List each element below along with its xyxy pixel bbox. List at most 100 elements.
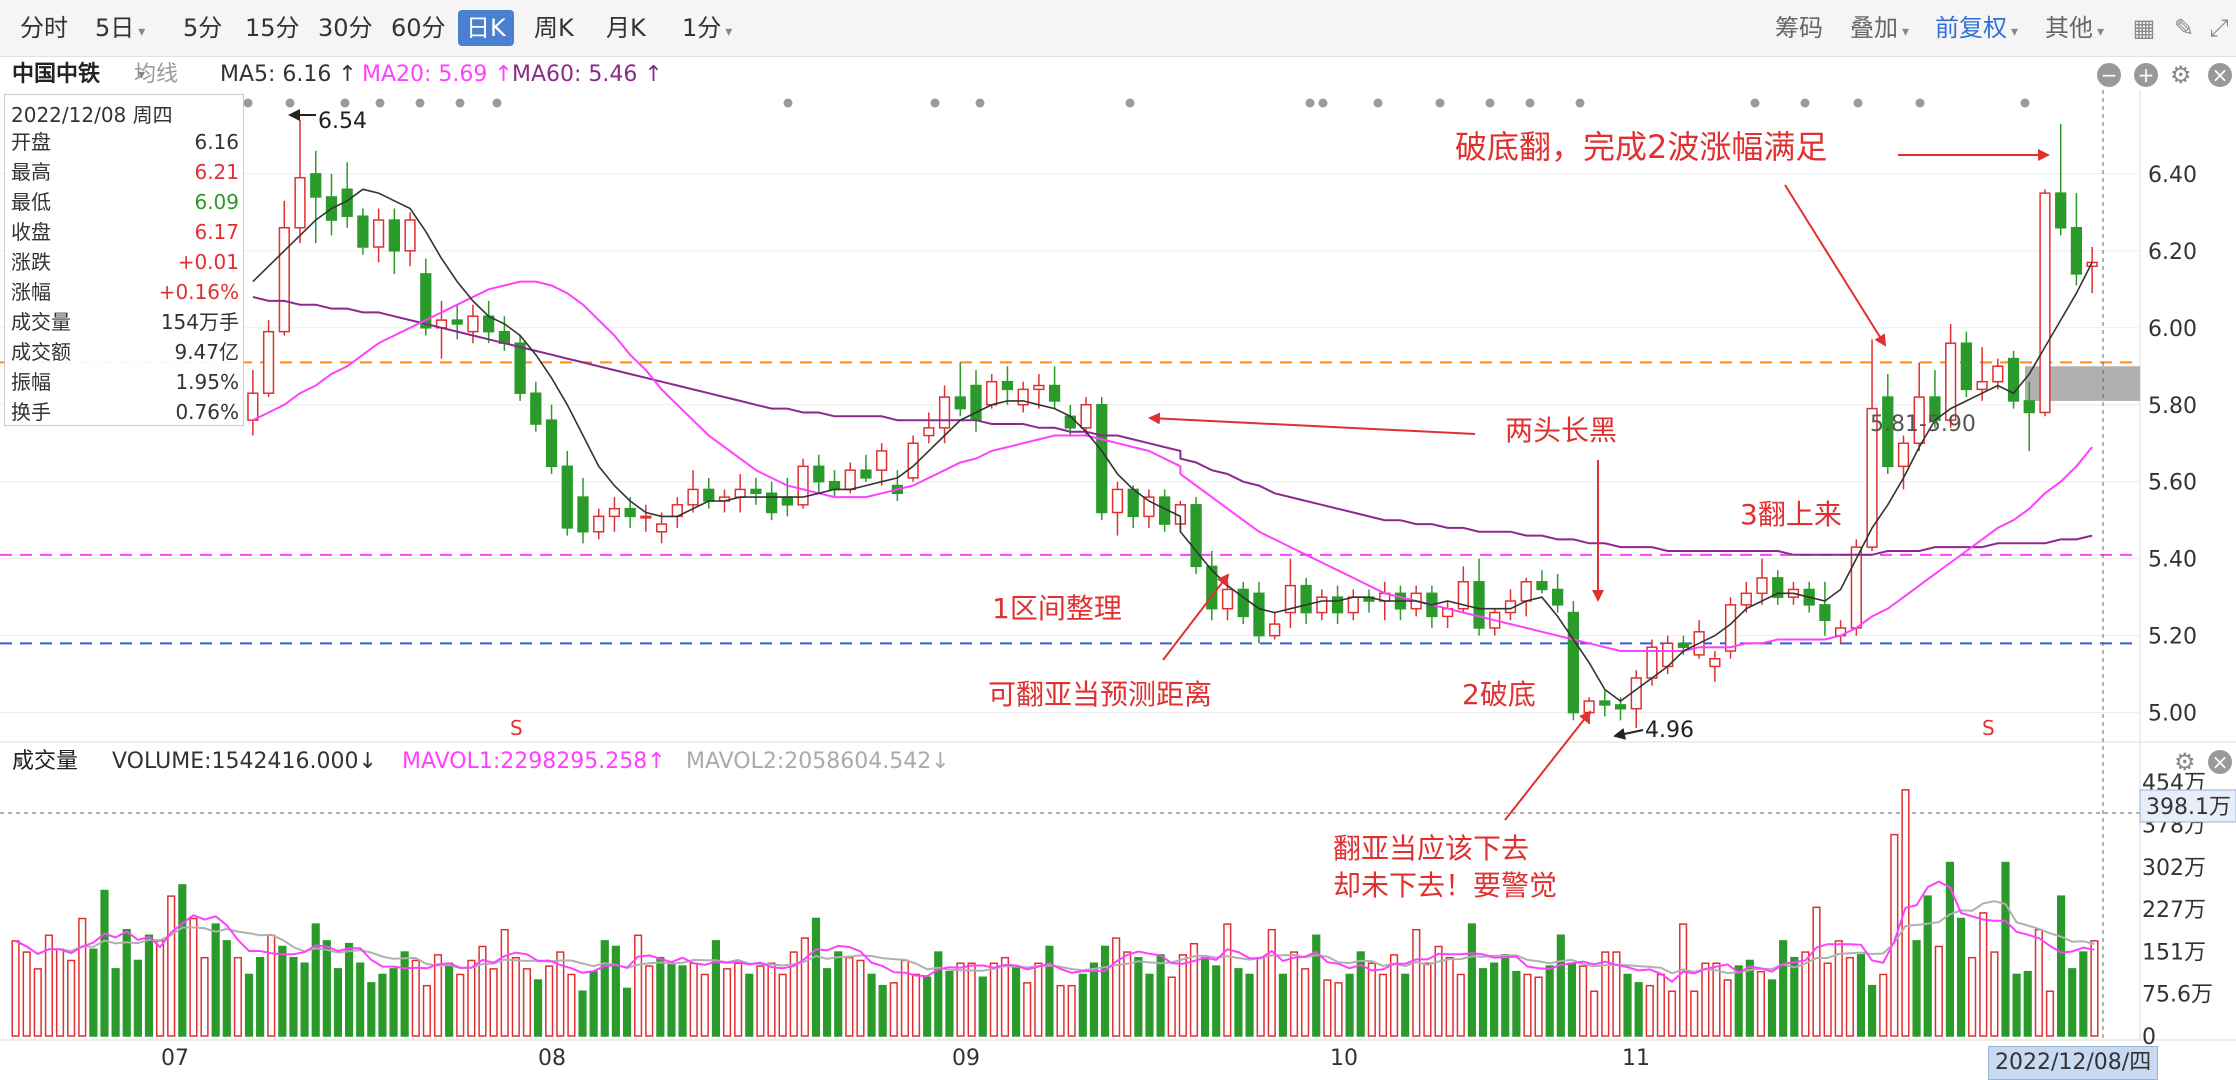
tab-week-k[interactable]: 周K [534, 14, 574, 42]
adjust-label: 前复权 [1935, 14, 2007, 42]
sell-signal-s: S [1982, 716, 1995, 740]
candle-body [1724, 604, 1737, 652]
candle-body [530, 392, 542, 425]
volume-bar [22, 951, 31, 1037]
volume-bar [1367, 962, 1376, 1037]
reference-lines [0, 90, 2140, 1040]
tab-1min[interactable]: 1分 ▾ [682, 10, 732, 46]
volume-readout: VOLUME:1542416.000↓ [112, 749, 377, 774]
event-dot [1318, 98, 1328, 108]
volume-bar [1056, 984, 1065, 1037]
volume-bar [333, 968, 343, 1037]
tab-15min[interactable]: 15分 [245, 14, 300, 42]
tab-30min[interactable]: 30分 [318, 14, 373, 42]
event-dot [455, 98, 465, 108]
volume-bar [1145, 973, 1154, 1037]
volume-bar [900, 959, 910, 1037]
volume-bar [11, 940, 20, 1037]
volume-bar [133, 959, 142, 1037]
tab-5day[interactable]: 5日 ▾ [95, 10, 145, 46]
volume-bar [1945, 861, 1955, 1037]
event-dot [375, 98, 385, 108]
volume-bar [1812, 906, 1821, 1037]
adjust-dropdown[interactable]: 前复权 ▾ [1935, 10, 2018, 46]
volume-bar [1234, 968, 1243, 1037]
event-dot [1373, 98, 1383, 108]
tab-fenshi[interactable]: 分时 [20, 14, 68, 42]
candle-body [1269, 623, 1281, 637]
event-dot [1435, 98, 1445, 108]
candle-body [1520, 581, 1532, 602]
info-key: 成交量 [11, 310, 71, 334]
tab-60min[interactable]: 60分 [391, 14, 446, 42]
candle-body [1410, 592, 1422, 610]
volume-bar [1256, 956, 1265, 1037]
volume-bar [778, 973, 787, 1037]
volume-bar [1467, 923, 1476, 1037]
volume-bar [500, 928, 509, 1037]
gear-icon[interactable]: ⚙ [2174, 748, 2196, 776]
tab-day-k[interactable]: 日K [458, 10, 514, 46]
volume-bar [1667, 990, 1677, 1037]
candle-body [954, 396, 966, 410]
volume-bar [1690, 990, 1699, 1037]
y-tick-label: 5.40 [2148, 548, 2197, 573]
pen-icon[interactable]: ✎ [2173, 14, 2195, 42]
volume-bar [967, 962, 976, 1037]
caret-down-icon: ▾ [16, 754, 24, 770]
volume-bar [634, 934, 643, 1037]
volume-bar [1534, 976, 1543, 1037]
volume-bar [856, 959, 865, 1037]
candle-body [561, 465, 573, 529]
mavol1-line [15, 880, 2095, 983]
plus-icon[interactable]: + [2134, 63, 2158, 87]
candle-body [1614, 704, 1627, 710]
candle-body [1693, 631, 1705, 656]
arrow-to-black-candle [1148, 412, 1476, 435]
volume-bar [122, 928, 131, 1037]
candle-body [876, 450, 888, 471]
candle-body [1992, 365, 2004, 383]
volume-bar [2068, 968, 2077, 1037]
volume-bar [656, 956, 665, 1037]
volume-bar [400, 951, 409, 1037]
volume-bar [1123, 951, 1132, 1037]
volume-bar [256, 956, 265, 1037]
volume-bar [567, 973, 576, 1037]
info-row: 涨幅 +0.16% [11, 277, 239, 307]
minus-icon[interactable]: − [2097, 63, 2121, 87]
volume-bar [578, 990, 587, 1037]
cursor-date-label: 2022/12/08/四 [1988, 1046, 2159, 1080]
grid-icon[interactable]: ▦ [2132, 14, 2156, 42]
close-icon[interactable]: × [2208, 63, 2232, 87]
candle-body [828, 480, 841, 491]
volume-bar [478, 945, 487, 1037]
close-icon[interactable]: × [2208, 750, 2232, 774]
volume-bar [1801, 951, 1810, 1037]
volume-pane-header: 成交量 ▾ VOLUME:1542416.000↓ MAVOL1:2298295.… [0, 745, 2236, 779]
tab-month-k[interactable]: 月K [606, 14, 646, 42]
mavol1-readout: MAVOL1:2298295.258↑ [402, 749, 666, 774]
candle-body [388, 219, 400, 252]
candle-body [2070, 226, 2083, 275]
volume-bar [956, 962, 965, 1037]
candle-body [1504, 600, 1517, 614]
volume-bar [1834, 940, 1843, 1037]
volume-bar [1401, 973, 1410, 1037]
y-tick-label: 6.40 [2148, 163, 2197, 188]
info-row: 振幅 1.95% [11, 367, 239, 397]
expand-icon[interactable]: ⤢ [2209, 14, 2229, 42]
caret-down-icon: ▾ [138, 67, 146, 83]
volume-bar [645, 965, 654, 1037]
volume-bar [611, 945, 620, 1037]
overlay-dropdown[interactable]: 叠加 ▾ [1850, 10, 1909, 46]
tab-5min[interactable]: 5分 [183, 14, 223, 42]
candle-body [1300, 584, 1312, 614]
info-row: 成交额 9.47亿 [11, 337, 239, 367]
mavol2-readout: MAVOL2:2058604.542↓ [686, 749, 950, 774]
other-dropdown[interactable]: 其他 ▾ [2045, 10, 2104, 46]
chip-button[interactable]: 筹码 [1775, 14, 1823, 42]
volume-bar [1267, 928, 1276, 1037]
gear-icon[interactable]: ⚙ [2170, 61, 2192, 89]
